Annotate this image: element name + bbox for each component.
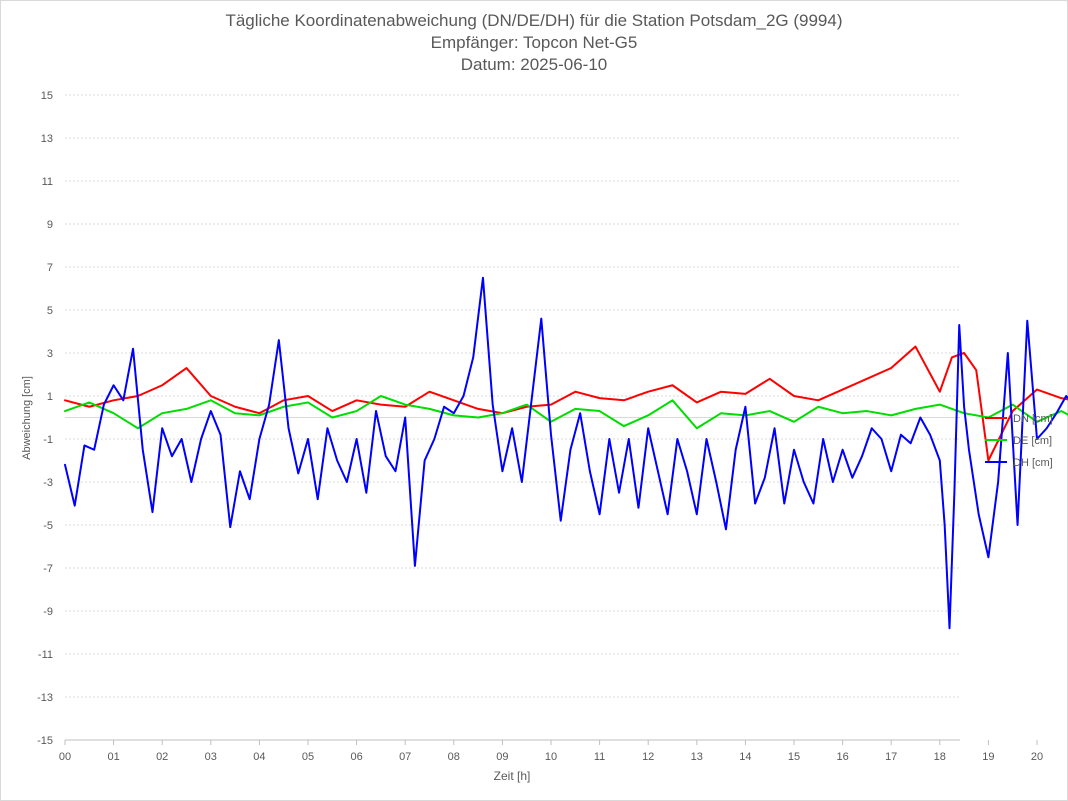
- y-tick-label: 9: [47, 219, 53, 231]
- y-axis-label: Abweichung [cm]: [21, 376, 33, 460]
- x-axis-tick-labels: 00 01 02 03 04 05 06 07 08 09 10 11 12 13 14 15 16 17 18 19…: [59, 740, 1043, 763]
- x-tick-label: 12: [642, 751, 654, 763]
- y-tick-label: 13: [41, 133, 53, 145]
- x-tick-label: 16: [836, 751, 848, 763]
- chart-subtitle-date: Datum: 2025-06-10: [460, 55, 608, 74]
- y-tick-label: 11: [42, 176, 53, 188]
- legend: DN [cm] DE [cm] DH [cm]: [985, 413, 1053, 469]
- legend-label: DE [cm]: [1013, 435, 1052, 447]
- x-tick-label: 20: [1031, 751, 1043, 763]
- x-tick-label: 10: [545, 751, 557, 763]
- x-tick-label: 01: [107, 751, 119, 763]
- x-tick-label: 15: [788, 751, 800, 763]
- x-tick-label: 03: [205, 751, 217, 763]
- y-tick-label: 7: [47, 262, 53, 274]
- y-tick-label: 15: [41, 90, 53, 102]
- y-tick-label: -11: [38, 649, 53, 661]
- chart-title: Tägliche Koordinatenabweichung (DN/DE/DH…: [225, 11, 843, 30]
- x-tick-label: 09: [496, 751, 508, 763]
- chart-subtitle-receiver: Empfänger: Topcon Net-G5: [430, 33, 638, 52]
- series-line-dh: [64, 276, 1068, 630]
- legend-label: DN [cm]: [1013, 413, 1053, 425]
- y-tick-label: -5: [43, 520, 53, 532]
- y-tick-label: 5: [47, 305, 53, 317]
- x-tick-label: 14: [739, 751, 751, 763]
- x-tick-label: 13: [691, 751, 703, 763]
- chart-titles: Tägliche Koordinatenabweichung (DN/DE/DH…: [0, 10, 1068, 76]
- y-tick-label: -13: [37, 692, 53, 704]
- y-tick-label: -7: [43, 563, 53, 575]
- y-tick-label: 1: [47, 391, 53, 403]
- x-tick-label: 11: [594, 751, 605, 763]
- series-line-de: [64, 395, 1068, 430]
- y-tick-label: -15: [37, 735, 53, 747]
- legend-label: DH [cm]: [1013, 457, 1053, 469]
- x-tick-label: 17: [885, 751, 897, 763]
- y-axis-tick-labels: 15 13 11 9 7 5 3 1 -1 -3 -5 -7 -9 -11 -13 -15: [37, 90, 53, 747]
- y-tick-label: -1: [43, 434, 53, 446]
- x-tick-label: 07: [399, 751, 411, 763]
- x-tick-label: 05: [302, 751, 314, 763]
- x-tick-label: 02: [156, 751, 168, 763]
- x-tick-label: 06: [350, 751, 362, 763]
- gridlines: [65, 94, 960, 741]
- series-line-dn: [64, 345, 1068, 462]
- x-tick-label: 19: [982, 751, 994, 763]
- x-tick-label: 08: [448, 751, 460, 763]
- y-tick-label: -9: [43, 606, 53, 618]
- x-tick-label: 18: [934, 751, 946, 763]
- y-tick-label: -3: [43, 477, 53, 489]
- x-axis-label: Zeit [h]: [494, 769, 531, 783]
- x-tick-label: 00: [59, 751, 71, 763]
- y-tick-label: 3: [47, 348, 53, 360]
- x-tick-label: 04: [253, 751, 265, 763]
- series-lines: [64, 276, 1068, 630]
